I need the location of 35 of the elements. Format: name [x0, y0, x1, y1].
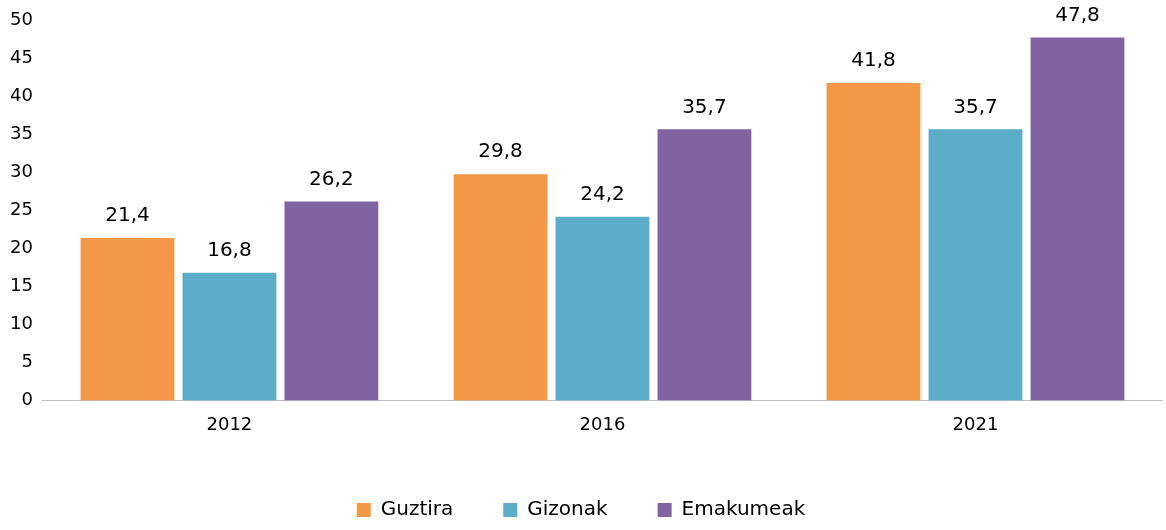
bar	[453, 174, 548, 401]
legend-label: Emakumeak	[681, 496, 806, 521]
y-tick-label: 25	[10, 198, 33, 220]
data-label: 21,4	[105, 202, 150, 227]
y-tick-label: 10	[10, 312, 33, 334]
bar	[826, 83, 921, 401]
y-tick-label: 40	[10, 84, 33, 106]
y-tick-label: 35	[10, 122, 33, 144]
x-tick-label: 2021	[952, 412, 999, 434]
data-label: 29,8	[478, 138, 523, 163]
legend-label: Guztira	[380, 496, 454, 521]
x-tick-label: 2012	[206, 412, 253, 434]
data-label: 47,8	[1055, 1, 1100, 26]
legend-label: Gizonak	[527, 496, 609, 521]
y-tick-label: 20	[10, 236, 33, 258]
bar	[182, 272, 277, 401]
bar	[555, 216, 650, 401]
bar	[928, 129, 1023, 401]
data-label: 41,8	[851, 47, 896, 72]
y-tick-label: 0	[21, 388, 33, 410]
y-tick-label: 50	[10, 8, 33, 30]
data-label: 24,2	[580, 180, 625, 205]
bar	[657, 129, 752, 401]
y-tick-label: 15	[10, 274, 33, 296]
bar	[284, 201, 379, 401]
bar	[1030, 37, 1125, 401]
y-tick-label: 45	[10, 46, 33, 68]
bar	[80, 237, 175, 401]
y-tick-label: 5	[21, 350, 33, 372]
data-label: 35,7	[682, 93, 727, 118]
data-label: 35,7	[953, 93, 998, 118]
data-label: 26,2	[309, 165, 354, 190]
x-tick-label: 2016	[579, 412, 626, 434]
data-label: 16,8	[207, 237, 252, 262]
y-tick-label: 30	[10, 160, 33, 182]
